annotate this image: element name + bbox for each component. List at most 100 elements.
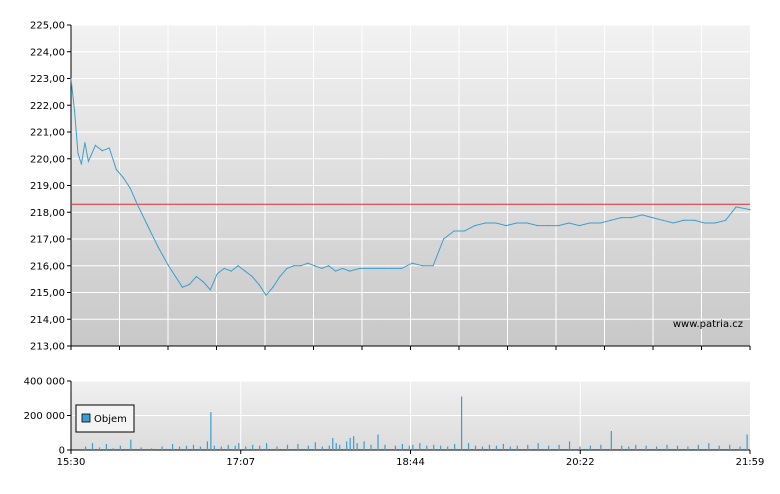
volume-bar (600, 444, 602, 450)
price-point (230, 270, 232, 272)
volume-bar (440, 445, 442, 450)
price-y-tick-label: 218,00 (30, 208, 65, 219)
price-point (94, 144, 96, 146)
price-point (547, 225, 549, 227)
volume-bar (412, 444, 414, 450)
price-x-tick-marks (70, 346, 751, 350)
watermark-text: www.patria.cz (673, 319, 743, 330)
price-point (704, 222, 706, 224)
price-point (536, 225, 539, 227)
price-point (147, 225, 149, 227)
volume-bar (481, 446, 484, 450)
price-point (307, 262, 309, 264)
volume-y-tick-label: 400 000 (24, 377, 65, 388)
volume-bar (185, 445, 188, 450)
price-point (101, 150, 103, 152)
price-point (463, 230, 466, 232)
price-point (77, 152, 79, 154)
price-point (328, 265, 330, 267)
volume-panel: 400 000 200 000 0 15:30 17:07 18:44 20:22 21:5… (24, 377, 765, 469)
price-point (251, 275, 253, 278)
price-point (293, 265, 295, 267)
volume-bar (645, 445, 647, 450)
volume-bar (321, 446, 323, 450)
volume-bar (199, 446, 202, 450)
price-point (495, 222, 497, 224)
price-point (202, 281, 204, 283)
volume-bar (568, 441, 571, 450)
volume-bar (286, 444, 289, 450)
price-point (335, 270, 337, 272)
volume-bar (454, 443, 456, 450)
price-point (714, 222, 716, 224)
volume-bar (192, 444, 195, 450)
price-point (568, 222, 570, 224)
price-point (84, 142, 86, 144)
volume-y-tick-label: 0 (59, 446, 65, 457)
volume-bar (314, 442, 316, 450)
volume-bar (245, 446, 247, 450)
volume-bar (91, 443, 94, 450)
volume-bar (206, 441, 208, 450)
volume-bar (332, 437, 334, 450)
volume-bar (655, 446, 658, 450)
volume-bar (307, 445, 309, 450)
price-point (672, 222, 674, 224)
volume-bar (474, 445, 477, 450)
price-y-tick-label: 224,00 (30, 47, 65, 58)
price-point (181, 286, 184, 288)
price-point (87, 160, 90, 163)
price-point (167, 265, 170, 267)
volume-bar (460, 396, 463, 450)
volume-bar (558, 444, 560, 450)
volume-bar (729, 444, 731, 450)
price-point (641, 214, 643, 216)
price-point (348, 270, 351, 272)
volume-bar (140, 447, 142, 450)
price-point (651, 217, 654, 219)
volume-bar (276, 446, 278, 450)
price-point (735, 206, 737, 208)
volume-bar (171, 443, 174, 450)
volume-bar (105, 443, 108, 450)
volume-bar (676, 445, 679, 450)
price-point (589, 222, 591, 224)
volume-bar (628, 446, 630, 450)
volume-bar (502, 443, 504, 450)
volume-bar (238, 443, 240, 450)
price-point (516, 222, 518, 224)
volume-bar (349, 437, 351, 450)
price-point (80, 163, 83, 165)
price-point (286, 267, 288, 270)
volume-bar (708, 443, 710, 450)
volume-x-tick-label: 18:44 (396, 457, 425, 468)
price-y-tick-label: 216,00 (30, 261, 65, 272)
volume-bar (363, 441, 365, 450)
price-point (314, 265, 316, 267)
price-point (411, 262, 413, 264)
price-point (195, 275, 197, 278)
price-point (369, 267, 372, 270)
price-y-tick-label: 221,00 (30, 128, 65, 139)
volume-bar (718, 445, 720, 450)
volume-x-ticks: 15:30 17:07 18:44 20:22 21:59 (57, 450, 764, 468)
volume-bars (84, 396, 748, 450)
volume-bar (746, 434, 748, 450)
price-point (122, 176, 124, 179)
price-point (442, 238, 445, 240)
price-point (683, 219, 685, 221)
volume-y-tick-label: 200 000 (24, 411, 65, 422)
price-point (258, 283, 260, 286)
volume-bar (328, 445, 330, 450)
volume-bar (297, 443, 299, 450)
price-point (359, 267, 361, 270)
volume-bar (621, 445, 623, 450)
price-point (505, 225, 507, 227)
volume-bar (467, 443, 470, 450)
volume-bar (401, 443, 403, 450)
price-point (693, 219, 695, 221)
price-y-tick-label: 214,00 (30, 315, 65, 326)
volume-bar (666, 444, 668, 450)
price-point (342, 267, 344, 270)
